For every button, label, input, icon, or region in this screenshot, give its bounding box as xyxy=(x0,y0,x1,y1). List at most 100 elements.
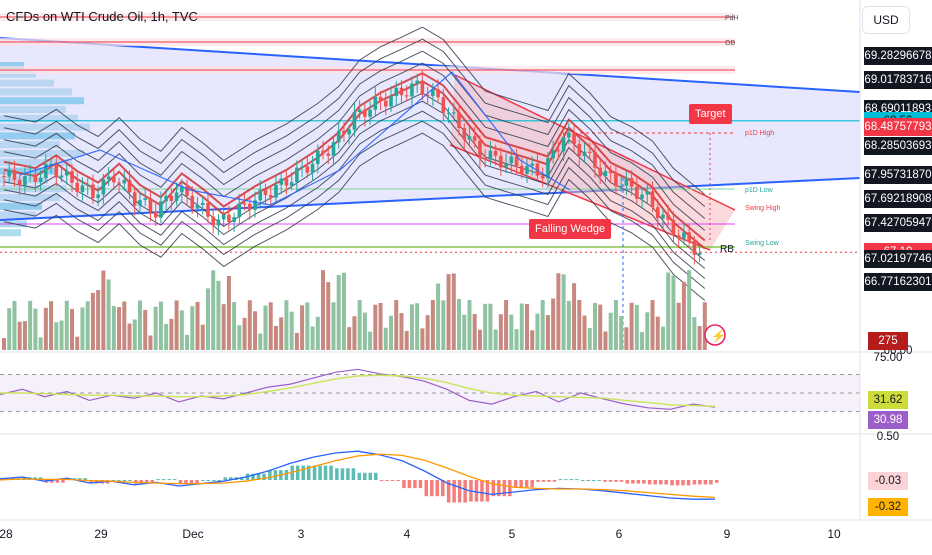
wedge-upper-line xyxy=(0,37,861,93)
candle-body xyxy=(624,177,629,186)
volume-bar xyxy=(90,292,95,350)
candle-body xyxy=(535,163,540,176)
macd-histogram-bar xyxy=(268,470,272,480)
macd-histogram-bar xyxy=(396,480,400,481)
volume-bar xyxy=(498,314,503,350)
volume-bar xyxy=(671,275,676,350)
volume-bar xyxy=(613,300,618,350)
swing-low-label: Swing Low xyxy=(745,240,780,247)
volume-bar xyxy=(268,302,273,350)
volume-bar xyxy=(12,300,17,350)
price-scale-label: 68.48757793 xyxy=(864,118,932,137)
volume-bar xyxy=(687,270,692,350)
candle-body xyxy=(608,170,613,174)
time-axis-label: 6 xyxy=(616,527,623,541)
candle-body xyxy=(410,83,414,97)
macd-histogram-bar xyxy=(608,480,613,482)
candle-body xyxy=(289,182,294,186)
candle-body xyxy=(237,203,242,218)
volume-bar xyxy=(519,303,524,350)
candle-body xyxy=(619,185,623,187)
candle-body xyxy=(629,177,634,187)
candle-body xyxy=(635,186,639,199)
price-scale-label: 68.28503693 xyxy=(864,136,932,155)
macd-histogram-bar xyxy=(390,480,395,481)
volume-profile-bar xyxy=(0,114,78,122)
volume-bar xyxy=(415,303,420,350)
macd-histogram-bar xyxy=(55,480,60,483)
volume-bar xyxy=(258,333,263,350)
candle-body xyxy=(253,200,257,210)
volume-bar xyxy=(164,324,169,350)
candle-body xyxy=(582,151,587,156)
candle-body xyxy=(28,174,32,176)
macd-histogram-bar xyxy=(508,480,512,497)
candle-body xyxy=(23,175,27,186)
candle-body xyxy=(190,196,195,209)
candle-body xyxy=(415,80,419,84)
volume-bar xyxy=(697,326,702,350)
macd-histogram-bar xyxy=(530,480,534,488)
volume-bar xyxy=(132,319,137,350)
candle-body xyxy=(499,155,503,168)
volume-profile-bar xyxy=(0,79,54,87)
falling-wedge-label: Falling Wedge xyxy=(529,219,612,239)
volume-bar xyxy=(525,304,529,350)
candle-body xyxy=(687,232,691,241)
volume-bar xyxy=(509,314,514,350)
candle-body xyxy=(59,175,64,178)
macd-histogram-bar xyxy=(524,480,529,488)
volume-bar xyxy=(556,273,561,350)
ob-label: OB xyxy=(725,40,735,47)
volume-bar xyxy=(106,279,111,350)
candle-body xyxy=(676,235,681,239)
macd-histogram-bar xyxy=(379,480,384,481)
volume-bar xyxy=(582,315,587,350)
macd-histogram-bar xyxy=(251,473,255,480)
volume-bar xyxy=(488,303,493,350)
volume-bar xyxy=(253,311,258,350)
volume-bar xyxy=(75,336,80,350)
volume-bar xyxy=(17,321,22,350)
volume-bar xyxy=(436,283,441,350)
macd-histogram-bar xyxy=(111,480,116,481)
volume-profile-bar xyxy=(0,194,60,201)
volume-bar xyxy=(373,304,378,350)
candle-body xyxy=(300,166,304,168)
macd-histogram-bar xyxy=(424,480,429,497)
macd-histogram-bar xyxy=(715,480,719,483)
price-scale-label: 67.95731870 xyxy=(864,166,932,185)
candle-body xyxy=(451,112,456,114)
candle-body xyxy=(467,136,472,140)
candle-body xyxy=(457,112,461,128)
macd-histogram-bar xyxy=(619,480,624,482)
macd-histogram-bar xyxy=(614,480,618,482)
volume-bar xyxy=(462,314,467,350)
ma-ribbon-line xyxy=(3,110,706,279)
candle-body xyxy=(33,174,38,182)
volume-bar xyxy=(305,302,310,350)
volume-bar xyxy=(111,306,116,350)
volume-value-label: 275 xyxy=(868,332,908,350)
candle-body xyxy=(85,184,90,186)
volume-bar xyxy=(530,330,535,350)
volume-bar xyxy=(247,300,252,350)
macd-histogram-bar xyxy=(156,479,160,481)
currency-button[interactable]: USD xyxy=(862,6,910,34)
volume-bar xyxy=(655,316,660,350)
volume-bar xyxy=(446,274,451,350)
volume-bar xyxy=(195,301,200,350)
p1d-low-label: p1D Low xyxy=(745,187,774,194)
candle-body xyxy=(404,95,409,97)
candle-body xyxy=(12,170,17,180)
volume-bar xyxy=(603,331,608,350)
macd-histogram-bar xyxy=(223,477,227,480)
candle-body xyxy=(394,87,399,96)
volume-bar xyxy=(96,290,101,350)
volume-profile-bar xyxy=(0,150,84,157)
candle-body xyxy=(331,142,336,156)
volume-bar xyxy=(592,303,597,350)
candle-body xyxy=(2,175,6,177)
